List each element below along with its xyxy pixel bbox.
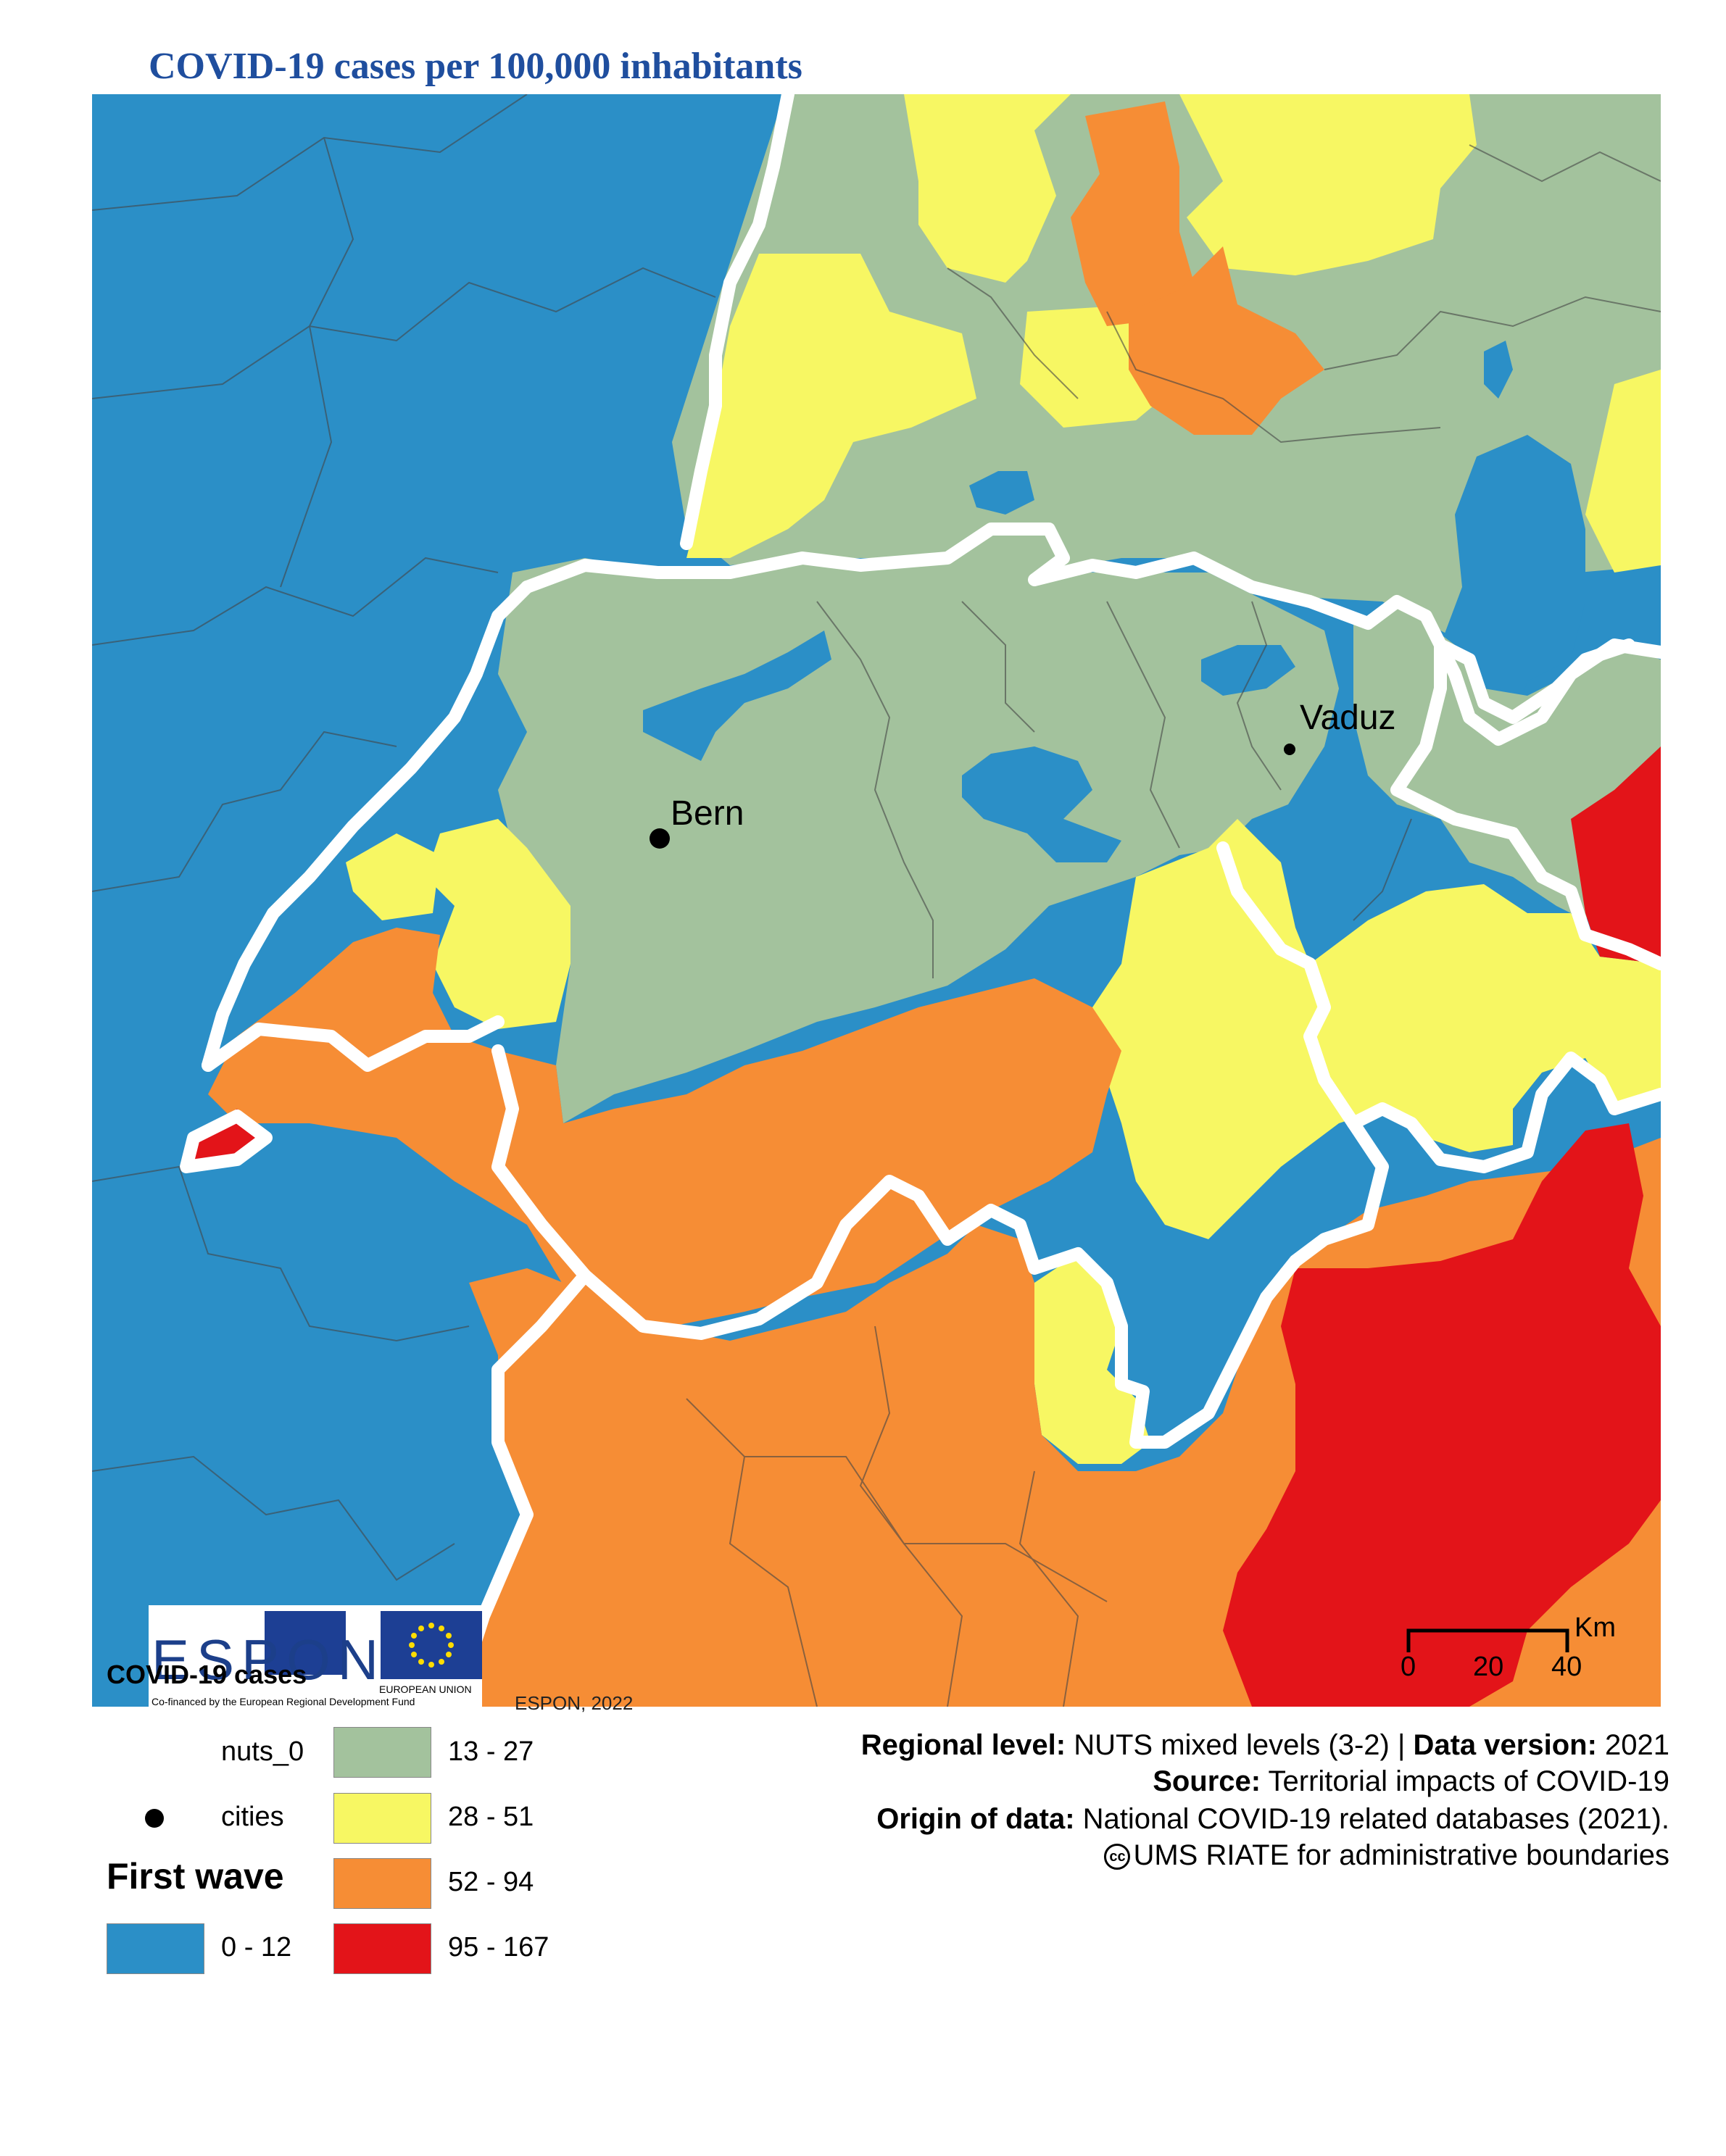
eu-flag-icon xyxy=(381,1611,482,1679)
data-version-label: Data version: xyxy=(1413,1729,1597,1761)
regional-level-label: Regional level: xyxy=(860,1729,1066,1761)
cofinanced-text: Co-financed by the European Regional Dev… xyxy=(152,1696,415,1707)
legend-range: 52 - 94 xyxy=(448,1867,534,1897)
metadata-source: Source: Territorial impacts of COVID-19 xyxy=(1153,1765,1669,1798)
legend-swatch xyxy=(333,1923,431,1974)
region-germany-yellow-west xyxy=(686,254,976,558)
region-italy-red xyxy=(1223,1123,1661,1707)
scale-tick-20: 20 xyxy=(1473,1652,1503,1682)
legend-range: 28 - 51 xyxy=(448,1802,534,1832)
scale-tick-0: 0 xyxy=(1401,1652,1416,1682)
scale-tick-40: 40 xyxy=(1551,1652,1582,1682)
city-label: Vaduz xyxy=(1300,699,1396,737)
legend-swatch xyxy=(333,1793,431,1844)
lake-thun-brienz xyxy=(962,746,1121,862)
espon-logo-flag xyxy=(265,1611,346,1675)
origin-value: National COVID-19 related databases (202… xyxy=(1082,1803,1669,1835)
eu-stars-icon xyxy=(409,1623,454,1668)
lake-constance xyxy=(1440,435,1585,725)
city-bern: Bern xyxy=(650,794,744,849)
legend-range: 13 - 27 xyxy=(448,1736,534,1767)
legend-cities-label: cities xyxy=(221,1802,284,1832)
city-vaduz: Vaduz xyxy=(1284,699,1396,755)
legend-swatch xyxy=(107,1923,204,1974)
region-swiss-yellow-east xyxy=(1078,819,1661,1239)
region-germany-yellow-east xyxy=(1585,370,1661,573)
boundaries-text: UMS RIATE for administrative boundaries xyxy=(1133,1839,1669,1871)
city-label: Bern xyxy=(671,794,744,833)
region-germany-orange-centre xyxy=(1129,246,1324,435)
metadata-boundaries: cc UMS RIATE for administrative boundarie… xyxy=(1104,1839,1669,1872)
scale-bar: Km 0 20 40 xyxy=(1401,1612,1616,1682)
source-value: Territorial impacts of COVID-19 xyxy=(1268,1765,1669,1797)
legend-swatch xyxy=(333,1727,431,1778)
source-label: Source: xyxy=(1153,1765,1261,1797)
city-marker xyxy=(650,828,670,849)
scale-bar-line xyxy=(1406,1628,1569,1652)
region-germany-yellow-north xyxy=(904,94,1071,283)
region-austria-red xyxy=(1571,746,1661,964)
regional-boundaries xyxy=(92,94,1661,1707)
regional-level-value: NUTS mixed levels (3-2) | xyxy=(1074,1729,1406,1761)
espon-logo-text: ESPON xyxy=(152,1628,386,1691)
region-germany-yellow-ne xyxy=(1179,94,1477,275)
lake-zurich xyxy=(1201,645,1295,696)
region-swiss-yellow-jura xyxy=(346,833,440,920)
data-version-value: 2021 xyxy=(1605,1729,1669,1761)
region-germany-orange-north xyxy=(1071,101,1194,326)
legend-title: COVID-19 cases xyxy=(107,1660,307,1689)
city-symbol-icon xyxy=(145,1809,164,1828)
legend-nuts0-label: nuts_0 xyxy=(221,1736,304,1767)
creative-commons-icon: cc xyxy=(1104,1844,1131,1870)
region-swiss-yellow-west xyxy=(426,819,571,1029)
region-ticino-yellow xyxy=(1034,1254,1150,1464)
copyright-espon: ESPON, 2022 xyxy=(515,1692,634,1714)
eu-label: EUROPEAN UNION xyxy=(379,1683,472,1695)
metadata-origin: Origin of data: National COVID-19 relate… xyxy=(876,1803,1669,1836)
legend-range: 95 - 167 xyxy=(448,1932,549,1963)
legend-range: 0 - 12 xyxy=(221,1932,292,1963)
lake-neuchatel-biel xyxy=(643,630,831,761)
origin-label: Origin of data: xyxy=(876,1803,1075,1835)
map-title: COVID-19 cases per 100,000 inhabitants xyxy=(149,46,802,87)
choropleth-map: Bern Vaduz Km 0 20 40 xyxy=(92,94,1661,1707)
legend-wave-title: First wave xyxy=(107,1856,284,1897)
logo-panel: ESPON EUROPEAN UNION Co-financed by the … xyxy=(149,1605,482,1712)
lake-rhine xyxy=(969,471,1034,515)
city-marker xyxy=(1284,744,1295,755)
metadata-regional-level: Regional level: NUTS mixed levels (3-2) … xyxy=(861,1729,1669,1762)
national-borders xyxy=(180,94,1661,1707)
lake-small-north xyxy=(1484,341,1513,399)
scale-unit: Km xyxy=(1574,1612,1616,1643)
legend-swatch xyxy=(333,1858,431,1909)
region-swiss-orange-west xyxy=(208,928,1121,1326)
